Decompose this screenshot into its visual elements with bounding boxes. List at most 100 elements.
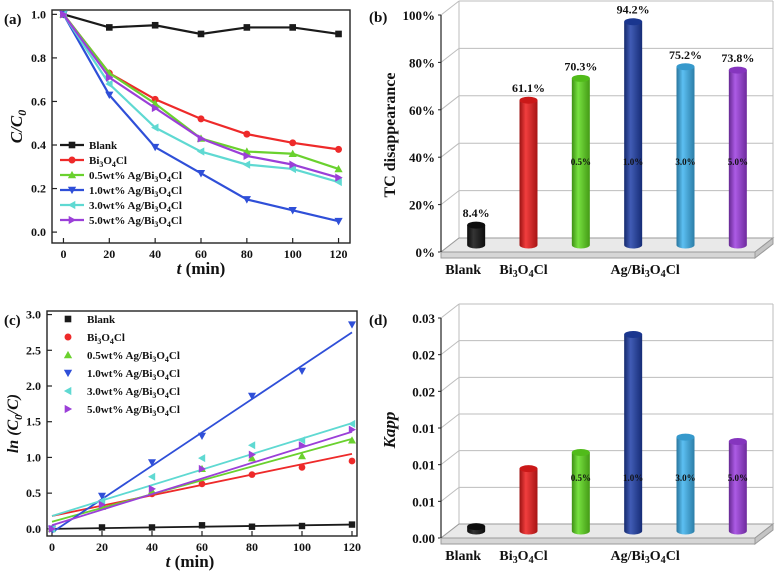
side-gridline (440, 95, 460, 111)
x-tick-label: 80 (246, 540, 258, 554)
bar-body (728, 441, 747, 535)
data-point-bi4 (335, 145, 343, 153)
y-tick-label: 0.6 (31, 94, 46, 108)
bar-body (676, 437, 695, 535)
data-point-blank (106, 24, 113, 31)
bar-5 (728, 66, 747, 249)
legend-label-ag05: 0.5wt% Ag/Bi3O4Cl (87, 350, 180, 364)
legend-marker-ag05 (67, 170, 77, 179)
x-tick-label: 80 (241, 247, 253, 261)
bar-value-label: 70.3% (564, 59, 597, 73)
category-label-bi3o4cl: Bi3O4Cl (499, 549, 547, 566)
data-point-ag05 (248, 454, 256, 462)
bar-inner-label: 3.0% (675, 473, 695, 483)
data-point-ag10 (98, 492, 106, 500)
data-point-bi4 (197, 115, 205, 123)
bar-body (728, 70, 747, 249)
data-point-ag50 (151, 103, 160, 113)
legend-label-blank: Blank (87, 314, 116, 326)
legend-marker-bi4 (68, 156, 76, 164)
floor-front (440, 251, 756, 259)
bar-body (676, 66, 695, 249)
category-label-ag-bi3o4cl: Ag/Bi3O4Cl (610, 549, 679, 566)
side-gridline (440, 376, 460, 392)
data-point-ag30 (248, 441, 256, 450)
category-label-bi3o4cl: Bi3O4Cl (499, 263, 547, 280)
data-point-ag10 (248, 392, 256, 400)
bar-body (624, 21, 643, 249)
y-tick-label: 0.02 (412, 348, 435, 363)
data-point-ag50 (298, 441, 306, 450)
floor-side (754, 236, 774, 260)
data-point-blank (197, 30, 205, 38)
y-axis-label: TC disappearance (382, 73, 399, 198)
bar-top (624, 18, 643, 26)
data-point-bi4 (243, 130, 251, 138)
bar-0 (467, 523, 486, 535)
legend-marker-ag30 (67, 200, 76, 210)
data-point-ag50 (60, 10, 68, 19)
y-tick-label: 2.0 (26, 379, 41, 393)
bar-top (467, 523, 486, 531)
x-tick-label: 0 (60, 247, 66, 261)
data-point-ag05 (288, 149, 297, 158)
data-point-ag10 (151, 143, 160, 152)
x-tick-label: 40 (149, 247, 161, 261)
y-tick-label: 100% (403, 8, 436, 23)
bar-4 (676, 63, 695, 249)
bar-top (624, 330, 643, 338)
y-tick-label: 1.0 (31, 7, 46, 21)
side-gridline (440, 142, 460, 158)
side-gridline (440, 413, 460, 429)
legend-marker-ag30 (63, 386, 72, 396)
floor-top (439, 523, 775, 539)
side-gridline (440, 450, 460, 466)
data-point-ag50 (335, 173, 343, 182)
y-tick-label: 0.00 (412, 531, 435, 546)
x-tick-label: 120 (330, 247, 348, 261)
category-label-ag-bi3o4cl: Ag/Bi3O4Cl (610, 263, 679, 280)
bar-inner-label: 1.0% (623, 157, 643, 167)
y-tick-label: 2.5 (26, 343, 41, 357)
data-point-ag30 (288, 164, 296, 174)
panel-b-bar-chart: (b) TC disappearance 0% 20% 40% 60% 80% 100% 8.4… (369, 0, 775, 280)
data-point-ag50 (197, 134, 206, 143)
side-gridline (440, 48, 460, 63)
y-tick-label: 60% (409, 103, 435, 118)
data-point-ag05 (298, 452, 306, 460)
x-tick-label: 20 (103, 247, 115, 261)
x-axis-label: t (min) (177, 259, 226, 278)
y-tick-label: 0.4 (31, 138, 46, 152)
bar-top (728, 438, 747, 446)
data-point-ag10 (288, 207, 297, 215)
legend-label-bi4: Bi3O4Cl (87, 332, 125, 346)
data-point-ag50 (248, 450, 256, 459)
y-tick-label: 0.8 (31, 51, 46, 65)
data-point-ag30 (148, 472, 156, 481)
bar-top (728, 66, 747, 74)
legend-label-blank: Blank (89, 140, 118, 152)
data-point-ag10 (242, 196, 251, 204)
bar-1 (519, 96, 538, 249)
data-point-bi4 (289, 139, 297, 147)
y-tick-label: 20% (409, 198, 435, 213)
legend-marker-ag50 (68, 215, 77, 225)
legend-marker-ag10 (67, 186, 77, 195)
bar-3 (624, 18, 643, 249)
bar-inner-label: 0.5% (571, 473, 591, 483)
data-point-bi4 (248, 471, 256, 478)
data-point-ag50 (98, 500, 106, 509)
panel-d-bar-chart: (d) Kapp 0.00 0.01 0.01 0.01 0.02 0.02 0.03 0.5% 1… (369, 303, 775, 566)
bar-2 (571, 74, 590, 249)
data-point-blank (248, 523, 256, 530)
y-axis-label: Kapp (380, 412, 399, 450)
legend-label-ag10: 1.0wt% Ag/Bi3O4Cl (89, 185, 182, 199)
bar-body (467, 225, 486, 249)
y-tick-label: 0.0 (31, 225, 46, 239)
bar-inner-label: 5.0% (728, 473, 748, 483)
x-tick-label: 20 (96, 540, 108, 554)
floor-side (754, 522, 774, 546)
data-point-blank (98, 524, 106, 531)
bar-0 (467, 221, 486, 249)
